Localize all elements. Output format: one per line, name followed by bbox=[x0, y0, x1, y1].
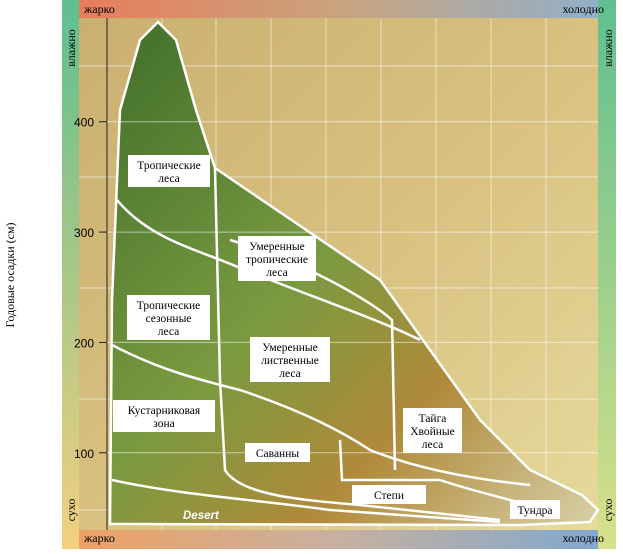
side-label: сухо bbox=[601, 499, 615, 522]
corner-label: холодно bbox=[562, 531, 604, 545]
biome-label: Тайга bbox=[419, 413, 447, 425]
side-label: сухо bbox=[64, 499, 78, 522]
side-label: влажно bbox=[64, 29, 78, 67]
biome-label: сезонные bbox=[146, 313, 192, 325]
biome-label: леса bbox=[422, 439, 443, 451]
biome-label: Умеренные bbox=[262, 342, 318, 354]
y-axis-label: Годовые осадки (см) bbox=[3, 222, 17, 327]
frame-right bbox=[598, 0, 616, 549]
label-box bbox=[238, 236, 316, 281]
biome-label: зона bbox=[153, 418, 174, 430]
corner-label: холодно bbox=[562, 2, 604, 16]
label-box bbox=[352, 485, 426, 504]
corner-label: жарко bbox=[83, 531, 115, 545]
biome-label: леса bbox=[266, 267, 287, 279]
side-label: влажно bbox=[601, 29, 615, 67]
biome-label: леса bbox=[158, 173, 179, 185]
biome-region bbox=[108, 20, 600, 527]
label-box bbox=[250, 337, 330, 382]
y-tick-label: 300 bbox=[74, 226, 94, 240]
label-box bbox=[128, 155, 210, 187]
frame-bottom bbox=[62, 530, 607, 549]
biome-label: Хвойные bbox=[410, 426, 455, 438]
label-box bbox=[245, 443, 310, 462]
biome-label: Умеренные bbox=[249, 241, 305, 253]
biome-label: тропические bbox=[246, 254, 308, 266]
biome-label: леса bbox=[279, 368, 300, 380]
label-box bbox=[113, 400, 215, 432]
y-ticks: 100 200 300 400 bbox=[74, 116, 598, 461]
biome-label: лиственные bbox=[261, 355, 319, 367]
biome-label: Саванны bbox=[256, 448, 299, 460]
corner-label: жарко bbox=[83, 2, 115, 16]
biome-label: Тундра bbox=[517, 505, 552, 517]
y-tick-label: 400 bbox=[74, 116, 94, 130]
biome-label: Desert bbox=[183, 510, 220, 522]
y-tick-label: 200 bbox=[74, 336, 94, 350]
biome-label: Кустарниковая bbox=[128, 405, 201, 417]
biome-label: Степи bbox=[374, 490, 404, 502]
biome-label: леса bbox=[158, 326, 179, 338]
label-box bbox=[510, 500, 560, 519]
biome-label: Тропические bbox=[137, 160, 201, 172]
biome-labels: ТропическиелесаУмеренныетропическиелесаТ… bbox=[113, 155, 560, 522]
label-box bbox=[403, 408, 462, 453]
frame-top bbox=[62, 0, 607, 18]
biome-label: Тропические bbox=[137, 300, 201, 312]
y-tick-label: 100 bbox=[74, 447, 94, 461]
frame-left bbox=[62, 0, 79, 549]
label-box bbox=[127, 295, 210, 340]
